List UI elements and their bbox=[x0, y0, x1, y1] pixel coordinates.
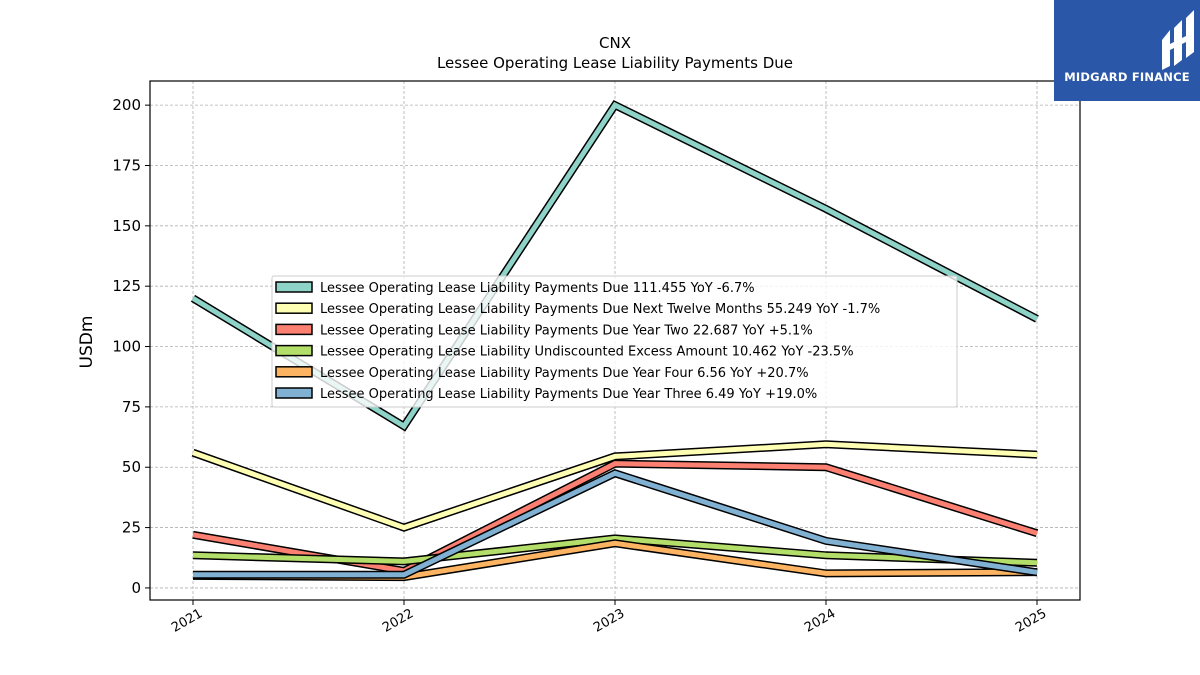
x-tick-label: 2021 bbox=[169, 606, 205, 636]
chart-title: CNX bbox=[599, 34, 631, 52]
legend-swatch bbox=[275, 323, 313, 336]
legend-entry: Lessee Operating Lease Liability Payment… bbox=[320, 366, 809, 381]
y-tick-label: 0 bbox=[131, 579, 141, 597]
legend-frame bbox=[271, 275, 958, 408]
legend-swatch bbox=[275, 302, 313, 314]
y-tick-label: 125 bbox=[112, 277, 141, 295]
legend-swatch bbox=[275, 366, 313, 378]
y-tick-label: 150 bbox=[112, 217, 141, 235]
x-tick-label: 2025 bbox=[1013, 606, 1049, 636]
y-tick-label: 75 bbox=[122, 398, 141, 416]
x-tick-label: 2024 bbox=[802, 606, 838, 636]
midgard-logo-icon bbox=[1162, 10, 1194, 70]
y-axis-label: USDm bbox=[77, 316, 97, 369]
legend-entry: Lessee Operating Lease Liability Payment… bbox=[320, 323, 813, 338]
legend-entry: Lessee Operating Lease Liability Payment… bbox=[320, 387, 817, 402]
legend-entry: Lessee Operating Lease Liability Payment… bbox=[320, 281, 755, 296]
legend-swatch bbox=[275, 387, 313, 399]
legend: Lessee Operating Lease Liability Payment… bbox=[271, 275, 958, 408]
series-1-line bbox=[192, 441, 1038, 531]
x-tick-label: 2022 bbox=[380, 606, 416, 636]
legend-swatch bbox=[275, 281, 313, 293]
series-5-line bbox=[193, 470, 1038, 578]
y-tick-label: 100 bbox=[112, 338, 141, 356]
legend-entry: Lessee Operating Lease Liability Payment… bbox=[320, 302, 880, 317]
legend-swatch bbox=[275, 344, 313, 357]
y-tick-label: 25 bbox=[122, 519, 141, 537]
brand-logo: MIDGARD FINANCE bbox=[1054, 0, 1200, 101]
x-tick-label: 2023 bbox=[591, 606, 627, 636]
brand-name: MIDGARD FINANCE bbox=[1064, 70, 1190, 84]
y-tick-label: 175 bbox=[112, 156, 141, 174]
legend-entry: Lessee Operating Lease Liability Undisco… bbox=[320, 345, 854, 360]
series-3-line bbox=[192, 535, 1038, 566]
y-tick-label: 200 bbox=[112, 96, 141, 114]
y-tick-label: 50 bbox=[122, 458, 141, 476]
chart-subtitle: Lessee Operating Lease Liability Payment… bbox=[437, 54, 793, 72]
